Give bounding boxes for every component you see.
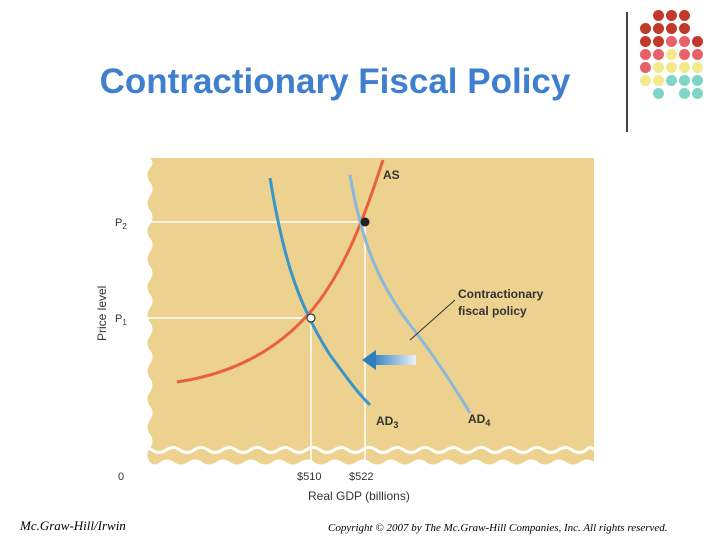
decorative-dot [666,62,677,73]
axis-break-horizontal [137,446,596,454]
origin-label: 0 [118,471,124,483]
decorative-dot [692,62,703,73]
ad4-curve [348,174,472,414]
title-divider [626,12,628,132]
decorative-dot [679,36,690,47]
decorative-dot [653,49,664,60]
annotation-pointer-line [409,299,456,341]
decorative-dot [640,23,651,34]
decorative-dot [653,10,664,21]
decorative-dot [679,62,690,73]
annotation-text-line1: Contractionary [458,287,544,301]
decorative-dot [692,36,703,47]
equilibrium-point-p2 [360,217,370,227]
decorative-dot [666,10,677,21]
decorative-dot [640,36,651,47]
publisher-footer: Mc.Graw-Hill/Irwin [20,518,126,533]
plot-area [147,158,594,465]
as-curve [176,159,385,384]
decorative-dot [653,36,664,47]
axis-break-vertical [134,157,142,464]
decorative-dot [679,88,690,99]
decorative-dot [692,49,703,60]
x-tick-522: $522 [349,471,373,483]
decorative-dot [640,49,651,60]
decorative-dot [653,23,664,34]
decorative-dot [653,88,664,99]
ad3-curve [268,177,372,407]
decorative-dot [640,75,651,86]
p1-tick-label: P1 [115,313,127,327]
decorative-dot [679,49,690,60]
decorative-dot [679,23,690,34]
decorative-dot [679,10,690,21]
decorative-dot [640,62,651,73]
p2-tick-label: P2 [115,217,127,231]
decorative-dot [653,62,664,73]
decorative-dot [666,49,677,60]
copyright-footer: Copyright © 2007 by The Mc.Graw-Hill Com… [328,522,668,534]
ad4-curve-label: AD4 [468,412,490,428]
slide-title: Contractionary Fiscal Policy [99,62,571,101]
annotation-text-line2: fiscal policy [458,304,527,318]
decorative-dot [666,23,677,34]
y-axis-label: Price level [95,286,109,341]
decorative-dot [692,88,703,99]
decorative-dot [679,75,690,86]
x-tick-510: $510 [297,471,321,483]
ad3-curve-label: AD3 [376,414,398,430]
as-curve-label: AS [383,168,400,182]
decorative-dot [692,75,703,86]
equilibrium-point-p1 [306,313,316,323]
decorative-dot [666,36,677,47]
decorative-dot [653,75,664,86]
leftward-shift-arrow [362,350,416,370]
decorative-dot [666,75,677,86]
x-axis-label: Real GDP (billions) [308,489,410,503]
